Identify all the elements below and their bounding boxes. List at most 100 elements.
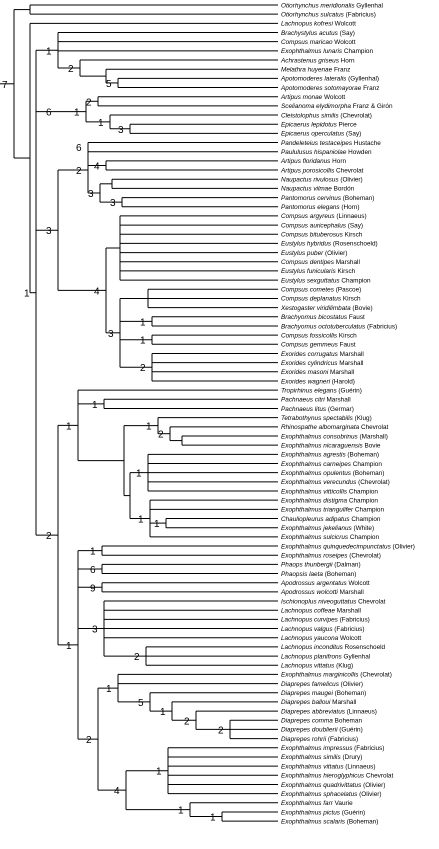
taxon-name: Lachnopus inconditus — [281, 644, 344, 651]
taxon-label: Compsus argyreus (Linnaeus) — [281, 213, 367, 220]
support-value: 2 — [76, 166, 82, 177]
taxon-name: Pachnaeus litus — [281, 406, 327, 413]
taxon-label: Compsus dentipes Marshall — [281, 259, 360, 266]
taxon-label: Exophthalmus jekelianus (White) — [281, 525, 374, 532]
taxon-label: Exophthalmus roseipes (Chevrolat) — [281, 553, 381, 560]
taxon-name: Exophthalmus nicaraguensis — [281, 442, 364, 449]
taxon-authority: Champion — [351, 461, 382, 468]
taxon-label: Tetrabothynus spectabilis (Klug) — [281, 415, 372, 422]
taxon-authority: (Say) — [338, 30, 355, 37]
taxon-name: Achrastenus griseus — [280, 57, 340, 64]
taxon-authority: (Linnaeus) — [335, 213, 367, 220]
taxon-authority: Rosenschoeld — [343, 644, 386, 651]
support-value: 1 — [74, 108, 80, 119]
taxon-label: Compsus cometes (Pascoe) — [281, 287, 361, 294]
taxon-label: Lachnopus yaucona Wolcott — [281, 635, 361, 642]
taxon-name: Cleistolophus similis — [281, 112, 339, 119]
support-value: 1 — [160, 707, 166, 718]
taxon-label: Diaprepes famelicus (Olivier) — [281, 681, 363, 688]
taxon-authority: Franz — [332, 66, 350, 73]
taxon-label: Artipus floridanus Horn — [280, 158, 346, 165]
taxon-name: Diaprepes comma — [281, 718, 333, 725]
taxon-authority: Marshall — [330, 699, 356, 706]
taxon-label: Phaops thunbergii (Dalman) — [281, 562, 361, 569]
taxon-label: Exophthalmus marginicollis (Chevrolat) — [281, 672, 392, 679]
taxon-authority: (Boheman) — [333, 690, 366, 697]
taxon-name: Exorides cylindricus — [281, 360, 338, 367]
taxon-label: Naupactus rivulosus (Olivier) — [281, 177, 363, 184]
taxon-authority: Wolcott — [338, 635, 361, 642]
taxon-label: Eustylus funicularis Kirsch — [281, 268, 356, 275]
taxon-label: Compsus auricephalus (Say) — [281, 222, 363, 229]
taxon-name: Compsus bituberosus — [281, 232, 344, 239]
support-value: 3 — [108, 329, 114, 340]
taxon-name: Exophthalmus agrestis — [281, 452, 346, 459]
taxon-label: Exophthalmus vittatus (Linnaeus) — [281, 763, 376, 770]
taxon-authority: Marshall — [325, 397, 351, 404]
support-value: 4 — [114, 786, 120, 797]
taxon-name: Compsus auricephalus — [281, 222, 347, 229]
taxon-name: Lachnopus kofresi — [281, 21, 333, 28]
taxon-name: Phaops thunbergii — [281, 562, 333, 569]
taxon-label: Compsus maricao Wolcott — [281, 39, 356, 46]
taxon-name: Exorides wagneri — [281, 378, 331, 385]
taxon-label: Exophthalmus similis (Drury) — [281, 754, 362, 761]
taxon-authority: Horn — [330, 158, 346, 165]
support-value: 1 — [178, 806, 184, 817]
taxon-name: Ischionoplus niveoguttatus — [281, 598, 357, 605]
taxon-label: Lachnopus vittatus (Klug) — [281, 663, 353, 670]
taxon-authority: (Chevrolat) — [356, 479, 389, 486]
support-value: 2 — [86, 97, 92, 108]
taxon-name: Exophthalmus scalaris — [281, 818, 346, 825]
taxon-authority: (Fabricius) — [326, 736, 358, 743]
taxon-label: Lachnopus kofresi Wolcott — [281, 21, 356, 28]
taxon-name: Diaprepes famelicus — [281, 681, 340, 688]
taxon-authority: (Olivier) — [391, 543, 415, 550]
taxon-authority: (Olivier) — [339, 681, 363, 688]
taxon-label: Scelianoma elydimorpha Franz & Girón — [281, 103, 393, 110]
taxon-name: Exophthalmus opulentus — [281, 470, 352, 477]
taxon-authority: Marshall — [338, 351, 364, 358]
taxon-name: Apodrossus wolcotti — [280, 589, 338, 596]
taxon-label: Exophthalmus sphacelatus (Olivier) — [281, 791, 382, 798]
support-values: 5212311664332112343121111116923221511114… — [2, 46, 224, 823]
taxon-authority: Champion — [340, 277, 371, 284]
taxon-name: Artipus floridanus — [280, 158, 331, 165]
taxon-name: Lachnopus curvipes — [281, 617, 339, 624]
taxon-name: Rhinospathe albomarginata — [281, 424, 360, 431]
taxon-label: Naupactus vilmae Bordón — [281, 186, 355, 193]
taxon-authority: Boheman — [333, 718, 363, 725]
taxon-authority: Wolcott — [333, 21, 356, 28]
taxon-authority: Kirsch — [343, 232, 363, 239]
taxon-authority: (Olivier) — [339, 177, 363, 184]
taxon-name: Exophthalmus roseipes — [281, 553, 348, 560]
taxon-name: Exophthalmus sphacelatus — [281, 791, 358, 798]
taxon-name: Exophthalmus jekelianus — [281, 525, 352, 532]
taxon-label: Exophthalmus sulcicrus Champion — [281, 534, 379, 541]
taxon-name: Pantomorus cervinus — [281, 195, 342, 202]
taxon-name: Exorides corrugatus — [281, 351, 339, 358]
taxon-name: Eustylus puber — [281, 250, 324, 257]
taxon-authority: (Fabricius) — [338, 617, 370, 624]
taxon-name: Exophthalmus farr — [281, 800, 334, 807]
taxon-label: Cleistolophus similis (Chevrolat) — [281, 112, 372, 119]
taxon-label: Lachnopus valgus (Fabricius) — [281, 626, 365, 633]
taxon-authority: (Pascoe) — [334, 287, 361, 294]
taxon-name: Brachyomus octotuberculatus — [281, 323, 366, 330]
support-value: 2 — [140, 363, 146, 374]
support-value: 6 — [90, 565, 96, 576]
taxon-label: Diaprepes abbreviatus (Linnaeus) — [281, 708, 377, 715]
taxon-authority: (Guérin) — [340, 809, 365, 816]
taxon-name: Exophthalmus distigma — [281, 497, 348, 504]
taxon-name: Phaopsis laeta — [281, 571, 323, 578]
taxon-name: Exophthalmus quinquedecimpunctatus — [281, 543, 392, 550]
taxon-name: Compsus deplanatus — [281, 296, 342, 303]
support-value: 6 — [46, 108, 52, 119]
taxon-authority: Champion — [347, 488, 378, 495]
support-value: 1 — [24, 289, 30, 300]
taxon-label: Pandeleteius testaceipes Hustache — [281, 140, 381, 147]
taxon-authority: (Guérin) — [337, 387, 362, 394]
taxon-label: Exophthalmus agrestis (Boheman) — [281, 452, 379, 459]
taxon-name: Artipus monae — [280, 94, 323, 101]
taxon-name: Lachnopus coffeae — [281, 608, 335, 615]
